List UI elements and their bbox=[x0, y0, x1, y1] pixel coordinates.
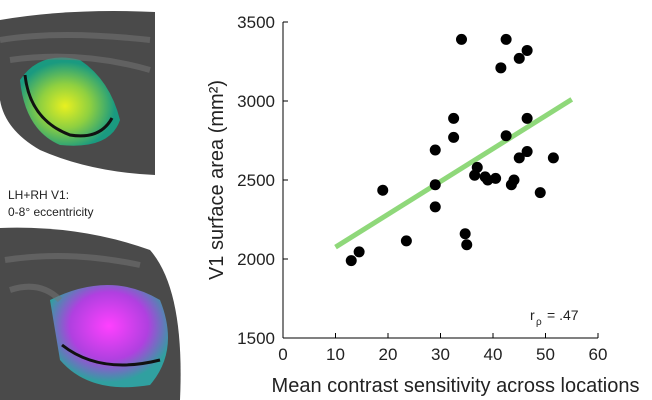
data-point bbox=[521, 146, 533, 158]
x-tick-label: 0 bbox=[278, 345, 287, 364]
x-tick-label: 50 bbox=[536, 345, 555, 364]
y-tick-label: 1500 bbox=[237, 329, 275, 348]
data-point bbox=[500, 33, 512, 45]
annotation-subscript: ρ bbox=[536, 317, 542, 328]
y-tick-label: 3000 bbox=[237, 92, 275, 111]
data-point bbox=[534, 187, 546, 199]
y-tick-label: 2000 bbox=[237, 250, 275, 269]
brain-top bbox=[0, 11, 155, 175]
y-tick-label: 3500 bbox=[237, 13, 275, 32]
annotation-symbol: r bbox=[530, 307, 535, 323]
data-point bbox=[353, 246, 365, 258]
data-point bbox=[400, 235, 412, 247]
data-point bbox=[459, 228, 471, 240]
x-tick-label: 20 bbox=[379, 345, 398, 364]
x-tick-label: 10 bbox=[326, 345, 345, 364]
x-tick-label: 40 bbox=[484, 345, 503, 364]
y-axis-label: V1 surface area (mm²) bbox=[206, 80, 228, 280]
brain-bottom bbox=[0, 227, 181, 400]
x-axis-label: Mean contrast sensitivity across locatio… bbox=[272, 375, 640, 397]
panel-label: 0-8° eccentricity bbox=[8, 205, 94, 219]
data-point bbox=[508, 174, 520, 186]
data-point bbox=[456, 33, 467, 45]
x-tick-label: 30 bbox=[431, 345, 450, 364]
data-point bbox=[345, 255, 357, 267]
data-point bbox=[513, 152, 525, 164]
data-point bbox=[429, 201, 441, 213]
data-point bbox=[448, 112, 460, 124]
data-point bbox=[513, 52, 525, 64]
y-tick-label: 2500 bbox=[237, 171, 275, 190]
data-point bbox=[429, 144, 441, 156]
scatter-plot: 1500 2000 2500 3000 3500 0 10 20 30 40 50 60 Mean co… bbox=[206, 13, 639, 397]
data-point bbox=[448, 131, 460, 143]
data-point bbox=[471, 161, 483, 173]
annotation-text: = .47 bbox=[547, 307, 579, 323]
data-point bbox=[461, 239, 473, 251]
data-point bbox=[377, 184, 389, 196]
data-point bbox=[521, 44, 533, 56]
data-point bbox=[547, 152, 559, 164]
data-point bbox=[495, 62, 507, 74]
fit-line bbox=[334, 97, 574, 250]
data-point bbox=[429, 179, 441, 191]
panel-label: LH+RH V1: bbox=[8, 188, 69, 202]
data-point bbox=[521, 112, 533, 124]
data-point bbox=[500, 130, 512, 142]
x-tick-label: 60 bbox=[589, 345, 608, 364]
data-point bbox=[490, 172, 502, 184]
